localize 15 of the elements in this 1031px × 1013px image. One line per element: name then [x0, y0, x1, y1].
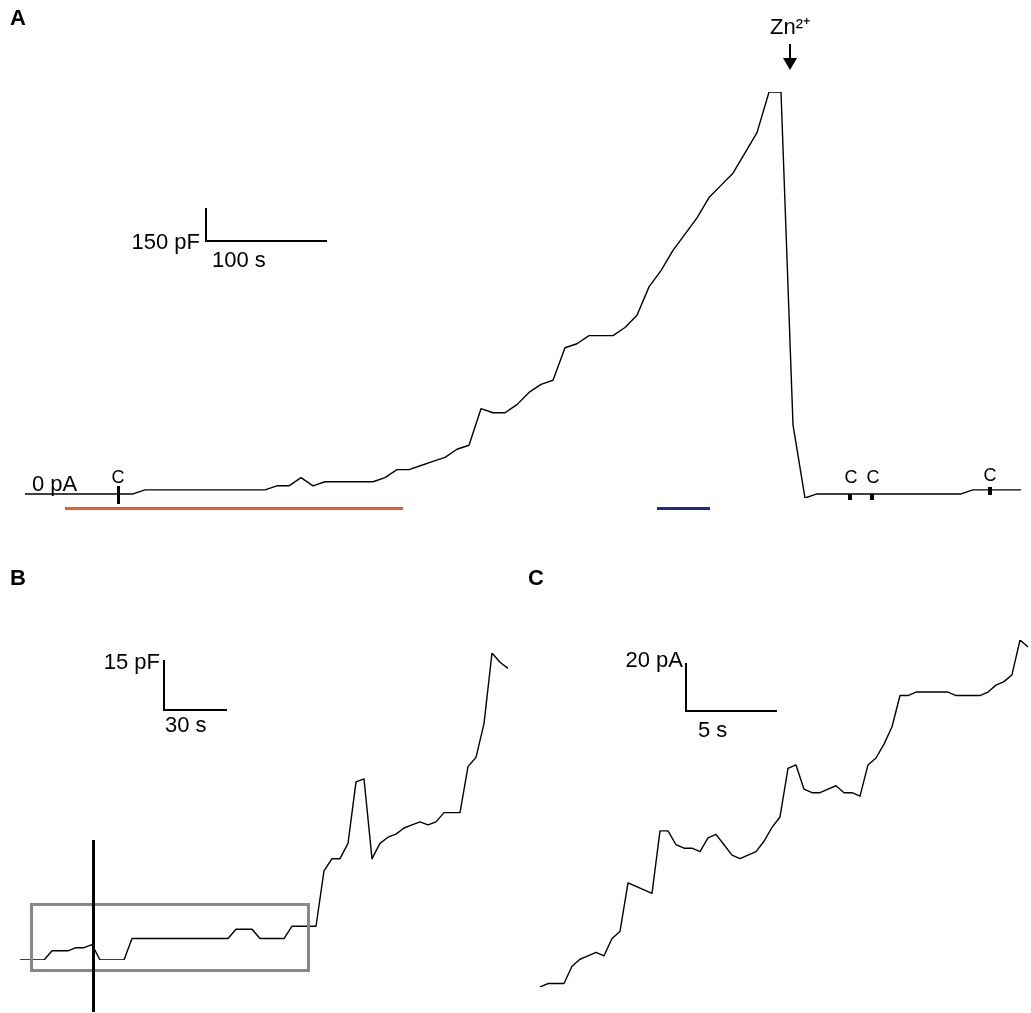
- chart-title: A: [10, 5, 26, 31]
- text: Zn²⁺: [770, 14, 810, 39]
- annotation: 15 pF: [103, 649, 160, 674]
- annotation: C: [983, 465, 997, 485]
- annotation: C: [844, 467, 858, 487]
- annotation: 0 pA: [32, 471, 78, 496]
- annotation: 20 pA: [625, 647, 683, 672]
- annotation: 150 pF: [131, 229, 200, 254]
- annotation: 5 s: [698, 717, 728, 742]
- annotation: 30 s: [165, 712, 207, 737]
- chart-title: C: [528, 565, 544, 591]
- annotation: 100 s: [212, 247, 266, 272]
- chart-title: B: [10, 565, 26, 591]
- annotation: C: [866, 467, 880, 487]
- annotation: C: [111, 467, 125, 487]
